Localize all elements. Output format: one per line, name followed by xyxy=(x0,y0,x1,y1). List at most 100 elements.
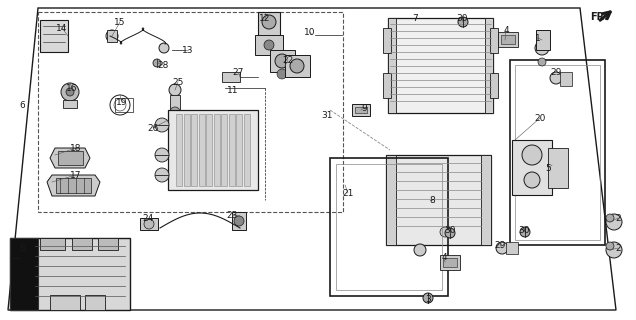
Circle shape xyxy=(550,72,562,84)
Text: 3: 3 xyxy=(425,295,431,305)
Text: 2: 2 xyxy=(615,244,621,252)
Bar xyxy=(386,155,491,245)
Bar xyxy=(98,238,118,250)
Circle shape xyxy=(414,244,426,256)
Bar xyxy=(228,114,235,186)
Bar xyxy=(206,114,212,186)
Circle shape xyxy=(440,227,450,237)
Bar xyxy=(536,30,550,50)
Text: 20: 20 xyxy=(534,114,546,123)
Bar xyxy=(40,20,68,52)
Bar xyxy=(85,295,105,310)
Text: 13: 13 xyxy=(183,45,194,54)
Text: 12: 12 xyxy=(259,13,271,22)
Bar xyxy=(222,72,240,82)
Bar xyxy=(560,72,572,86)
Circle shape xyxy=(169,84,181,96)
Text: 5: 5 xyxy=(545,164,551,172)
Circle shape xyxy=(445,228,455,238)
Bar xyxy=(58,151,83,165)
Bar xyxy=(512,140,552,195)
Bar xyxy=(336,164,442,290)
Bar xyxy=(498,32,518,47)
Circle shape xyxy=(155,168,169,182)
Text: 30: 30 xyxy=(445,226,456,235)
Bar xyxy=(115,98,133,112)
Text: 4: 4 xyxy=(503,26,509,35)
Text: 30: 30 xyxy=(456,13,467,22)
Bar xyxy=(481,155,491,245)
Circle shape xyxy=(606,242,622,258)
Text: 29: 29 xyxy=(494,241,506,250)
Bar xyxy=(501,35,515,44)
Bar xyxy=(388,18,396,113)
Circle shape xyxy=(234,216,244,226)
Bar xyxy=(383,73,391,98)
Text: 25: 25 xyxy=(172,77,184,86)
Bar xyxy=(50,295,80,310)
Bar xyxy=(236,114,242,186)
Circle shape xyxy=(153,59,161,67)
Text: 24: 24 xyxy=(142,213,154,222)
Circle shape xyxy=(522,145,542,165)
Bar xyxy=(515,65,600,240)
Bar xyxy=(490,73,498,98)
Bar xyxy=(72,238,92,250)
Circle shape xyxy=(155,148,169,162)
Text: 29: 29 xyxy=(550,68,562,76)
Bar xyxy=(56,178,91,193)
Bar xyxy=(221,114,227,186)
Bar xyxy=(140,218,158,230)
Text: 18: 18 xyxy=(70,143,82,153)
Text: 30: 30 xyxy=(518,226,530,235)
Bar xyxy=(214,114,219,186)
Circle shape xyxy=(496,242,508,254)
Text: 1: 1 xyxy=(535,34,541,43)
Bar xyxy=(443,258,457,267)
Circle shape xyxy=(264,40,274,50)
Text: 21: 21 xyxy=(342,188,354,197)
Circle shape xyxy=(66,88,74,96)
Bar xyxy=(285,55,310,77)
Bar xyxy=(10,238,130,310)
Text: 11: 11 xyxy=(227,85,238,94)
Text: 7: 7 xyxy=(412,13,418,22)
Bar xyxy=(440,255,460,270)
Polygon shape xyxy=(50,148,90,168)
Circle shape xyxy=(170,107,180,117)
Bar xyxy=(184,114,190,186)
Bar xyxy=(191,114,197,186)
Text: 17: 17 xyxy=(70,171,82,180)
Bar xyxy=(510,60,605,245)
Text: 26: 26 xyxy=(148,124,159,132)
Text: 16: 16 xyxy=(66,84,78,92)
Text: 8: 8 xyxy=(429,196,435,204)
Circle shape xyxy=(606,242,614,250)
Bar xyxy=(386,155,396,245)
Circle shape xyxy=(538,58,546,66)
Bar xyxy=(258,12,280,40)
Circle shape xyxy=(144,219,154,229)
Circle shape xyxy=(423,293,433,303)
Circle shape xyxy=(458,17,468,27)
Text: 10: 10 xyxy=(304,28,315,36)
Circle shape xyxy=(535,41,549,55)
Bar xyxy=(388,18,493,113)
Bar xyxy=(255,35,283,55)
Bar xyxy=(485,18,493,113)
Text: 28: 28 xyxy=(157,60,169,69)
Circle shape xyxy=(277,69,287,79)
Bar xyxy=(38,12,343,212)
Circle shape xyxy=(606,214,614,222)
Text: FR.: FR. xyxy=(590,12,608,22)
Text: 15: 15 xyxy=(114,18,126,27)
Circle shape xyxy=(606,214,622,230)
Bar xyxy=(506,242,518,254)
Bar xyxy=(270,50,295,72)
Text: 2: 2 xyxy=(615,213,621,222)
Text: 4: 4 xyxy=(441,253,447,262)
Circle shape xyxy=(290,59,304,73)
Bar xyxy=(548,148,568,188)
Circle shape xyxy=(524,172,540,188)
Text: 6: 6 xyxy=(19,244,25,252)
